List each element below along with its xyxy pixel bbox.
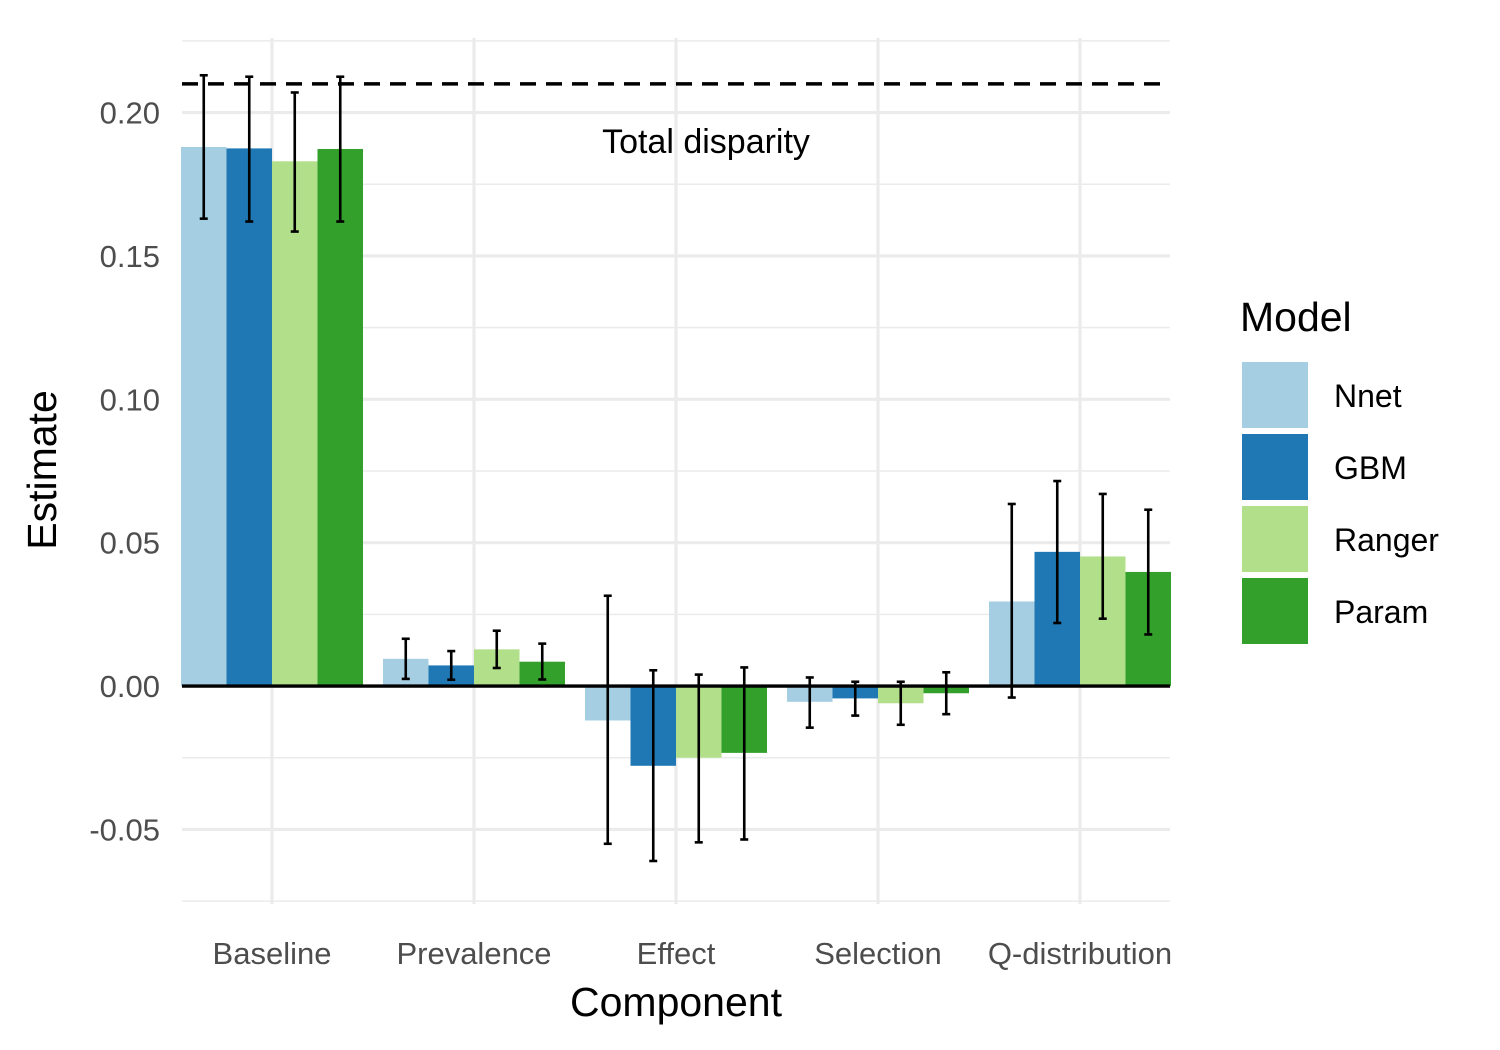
error-bar-q-distribution-gbm	[1053, 479, 1062, 625]
legend-key-nnet	[1242, 362, 1308, 428]
error-bar-selection-ranger	[896, 680, 905, 727]
error-bar-baseline-ranger	[290, 91, 299, 233]
y-tick-label: 0.20	[100, 96, 160, 131]
bar-baseline-nnet	[181, 146, 227, 687]
legend-key-ranger	[1242, 506, 1308, 572]
bar-baseline-gbm	[226, 148, 272, 687]
error-bar-effect-param	[740, 666, 749, 841]
error-bar-q-distribution-param	[1144, 508, 1153, 636]
error-bar-effect-ranger	[694, 673, 703, 844]
error-bar-prevalence-param	[538, 642, 547, 681]
x-axis-title: Component	[570, 979, 783, 1025]
bar-baseline-ranger	[272, 161, 318, 687]
y-tick-label: 0.05	[100, 526, 160, 561]
error-bar-prevalence-gbm	[447, 649, 456, 682]
x-tick-label-baseline: Baseline	[213, 936, 332, 971]
bar-baseline-param	[317, 148, 363, 687]
y-axis-title: Estimate	[19, 390, 65, 550]
x-tick-label-q-distribution: Q-distribution	[988, 936, 1172, 971]
legend-key-gbm	[1242, 434, 1308, 500]
legend-key-param	[1242, 578, 1308, 644]
error-bar-baseline-gbm	[245, 75, 254, 223]
error-bar-prevalence-nnet	[401, 637, 410, 681]
error-bar-selection-gbm	[851, 680, 860, 717]
error-bar-layer	[199, 73, 1153, 863]
error-bar-baseline-nnet	[199, 73, 208, 220]
legend-label-gbm: GBM	[1334, 450, 1407, 486]
error-bar-q-distribution-nnet	[1007, 502, 1016, 699]
y-tick-label: 0.00	[100, 669, 160, 704]
y-tick-label: 0.15	[100, 239, 160, 274]
error-bar-q-distribution-ranger	[1098, 492, 1107, 620]
error-bar-prevalence-ranger	[492, 629, 501, 670]
reference-layer	[182, 82, 1170, 688]
legend: Model Nnet GBM Ranger Param	[1240, 294, 1439, 644]
x-tick-label-effect: Effect	[637, 936, 716, 971]
error-bar-effect-gbm	[649, 668, 658, 863]
x-tick-label-selection: Selection	[814, 936, 942, 971]
annotation-total-disparity: Total disparity	[602, 123, 810, 161]
legend-label-nnet: Nnet	[1334, 378, 1402, 414]
axis-layer: -0.05 0.00 0.05 0.10 0.15 0.20 Baseline Prevale…	[89, 96, 1172, 971]
legend-label-param: Param	[1334, 594, 1428, 630]
y-tick-label: -0.05	[89, 812, 160, 847]
error-bar-selection-param	[942, 671, 951, 716]
y-tick-label: 0.10	[100, 382, 160, 417]
legend-label-ranger: Ranger	[1334, 522, 1439, 558]
error-bar-effect-nnet	[603, 594, 612, 846]
error-bar-baseline-param	[336, 75, 345, 223]
legend-title: Model	[1240, 294, 1352, 340]
error-bar-selection-nnet	[805, 676, 814, 729]
x-tick-label-prevalence: Prevalence	[396, 936, 551, 971]
